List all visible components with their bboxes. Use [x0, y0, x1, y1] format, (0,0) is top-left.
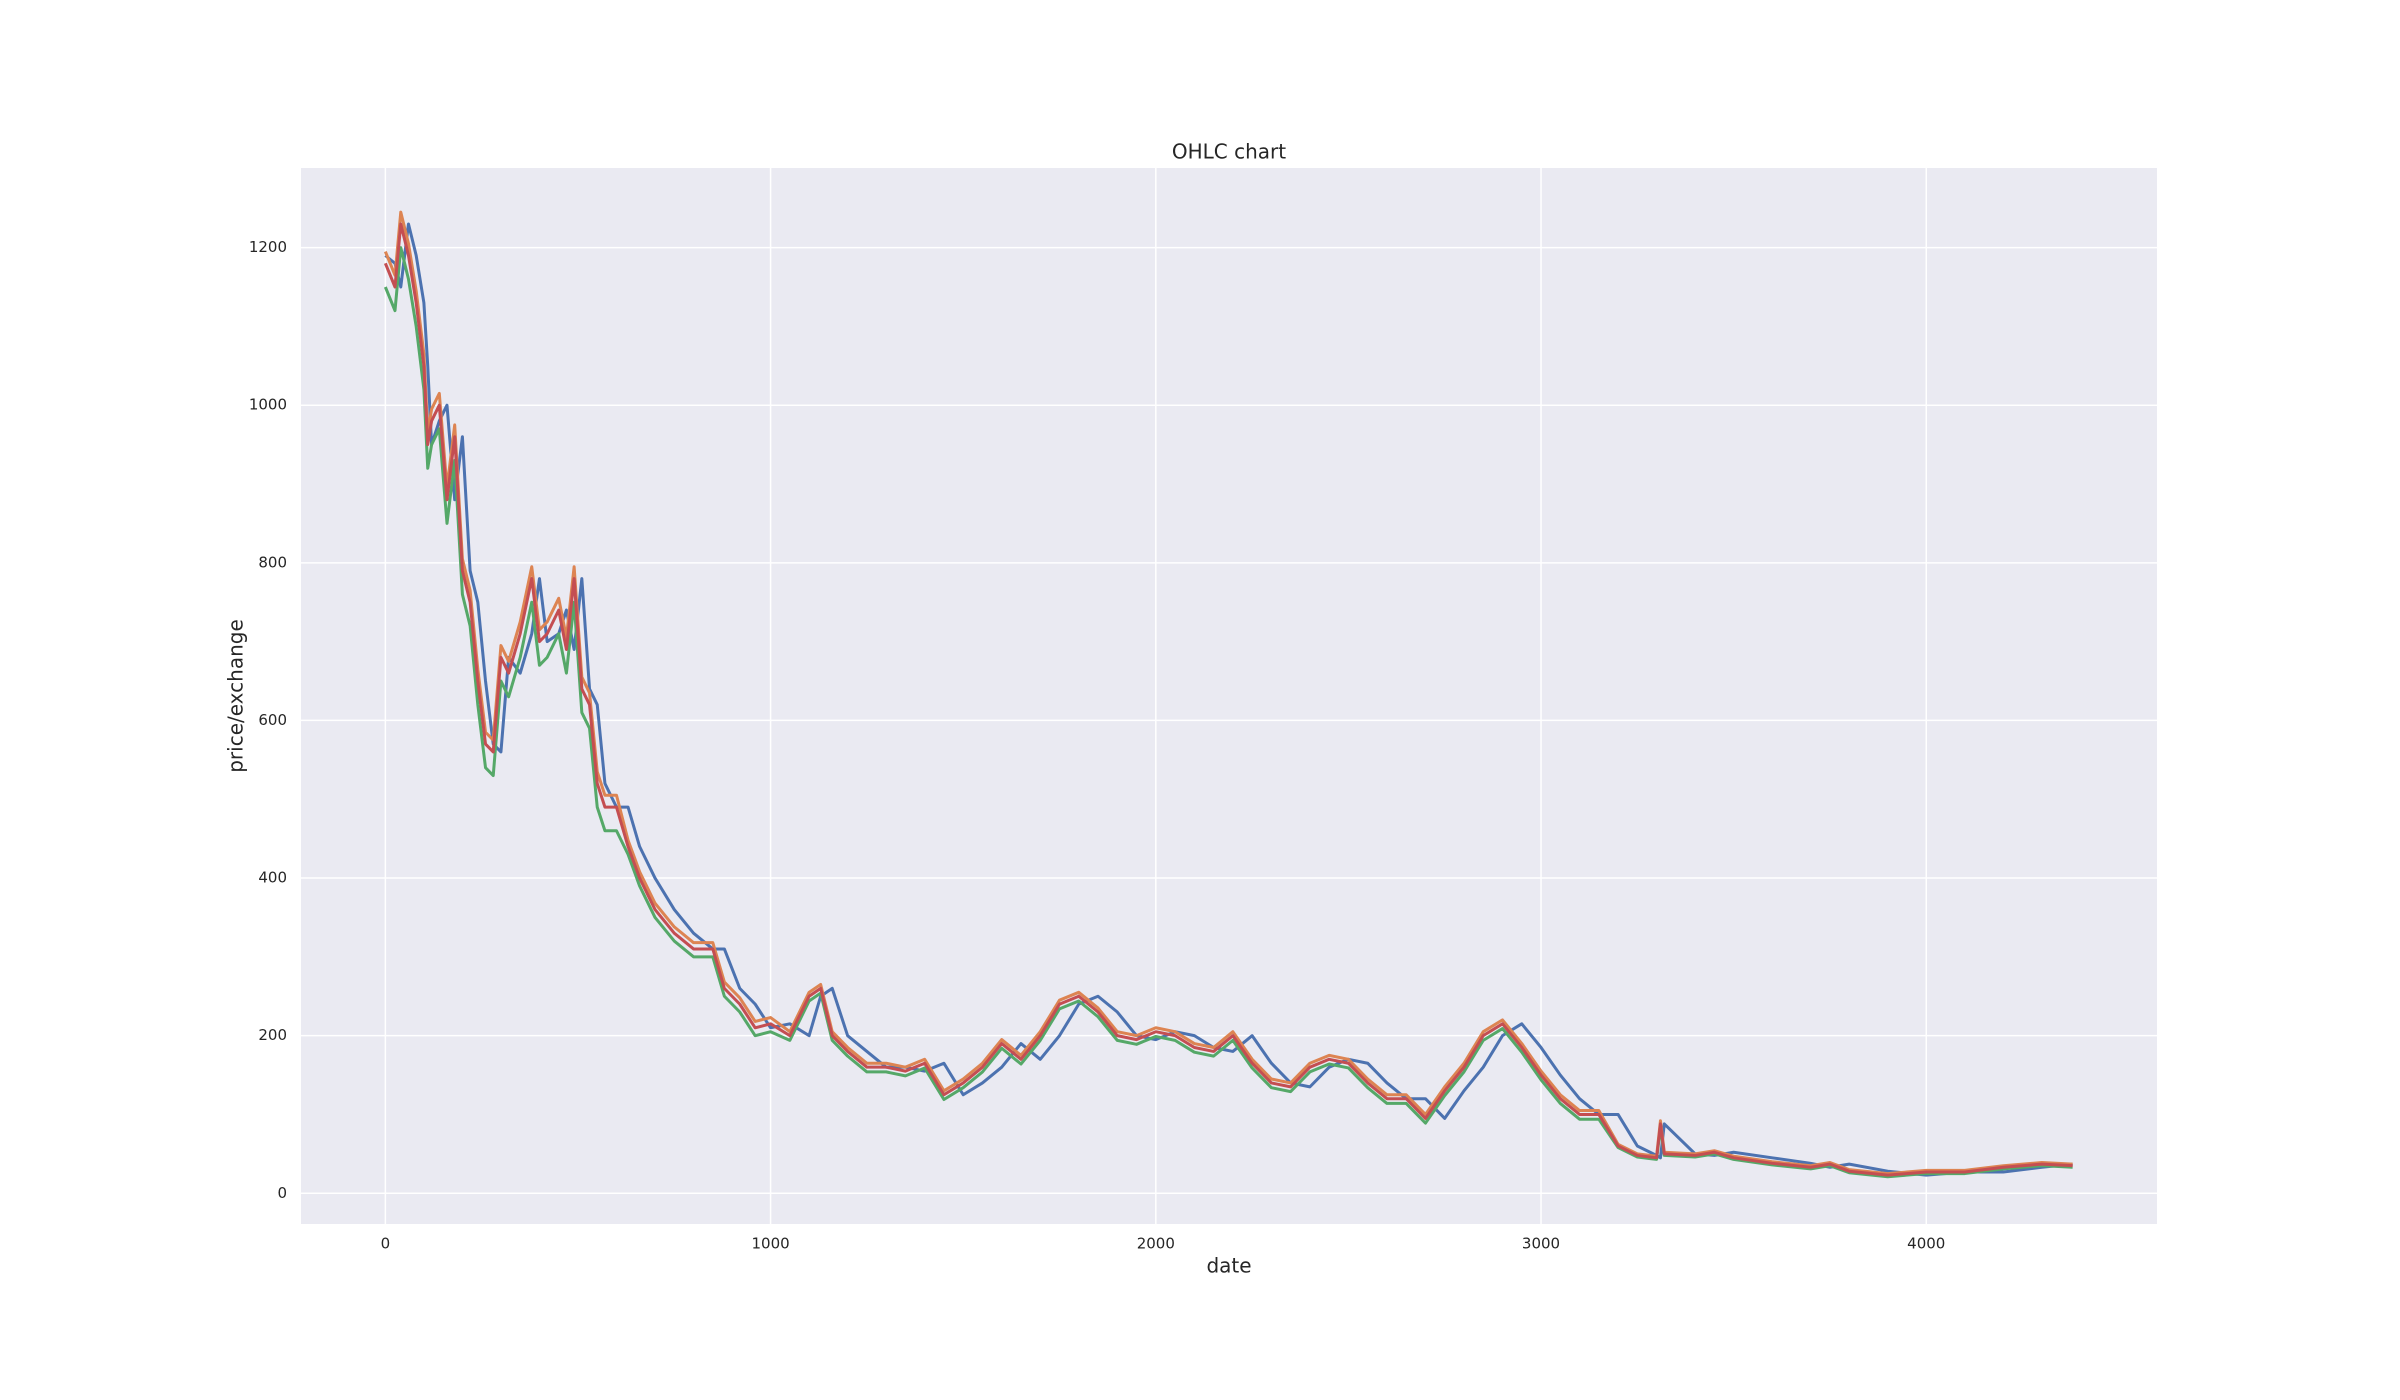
x-tick-label: 1000	[751, 1235, 789, 1253]
x-tick-label: 0	[381, 1235, 391, 1253]
chart-title: OHLC chart	[1172, 140, 1286, 164]
x-tick-label: 3000	[1522, 1235, 1560, 1253]
y-tick-label: 200	[258, 1026, 287, 1044]
x-tick-label: 2000	[1137, 1235, 1175, 1253]
y-tick-label: 600	[258, 711, 287, 729]
y-tick-label: 1200	[249, 238, 287, 256]
y-tick-label: 0	[277, 1184, 287, 1202]
y-tick-label: 400	[258, 869, 287, 887]
plot-area	[301, 168, 2157, 1224]
y-tick-label: 1000	[249, 396, 287, 414]
x-axis-label: date	[1206, 1254, 1251, 1278]
series-line	[383, 222, 2073, 1177]
lines	[383, 210, 2073, 1179]
x-tick-label: 4000	[1907, 1235, 1945, 1253]
y-axis-label: price/exchange	[224, 619, 248, 773]
y-tick-label: 800	[258, 553, 287, 571]
